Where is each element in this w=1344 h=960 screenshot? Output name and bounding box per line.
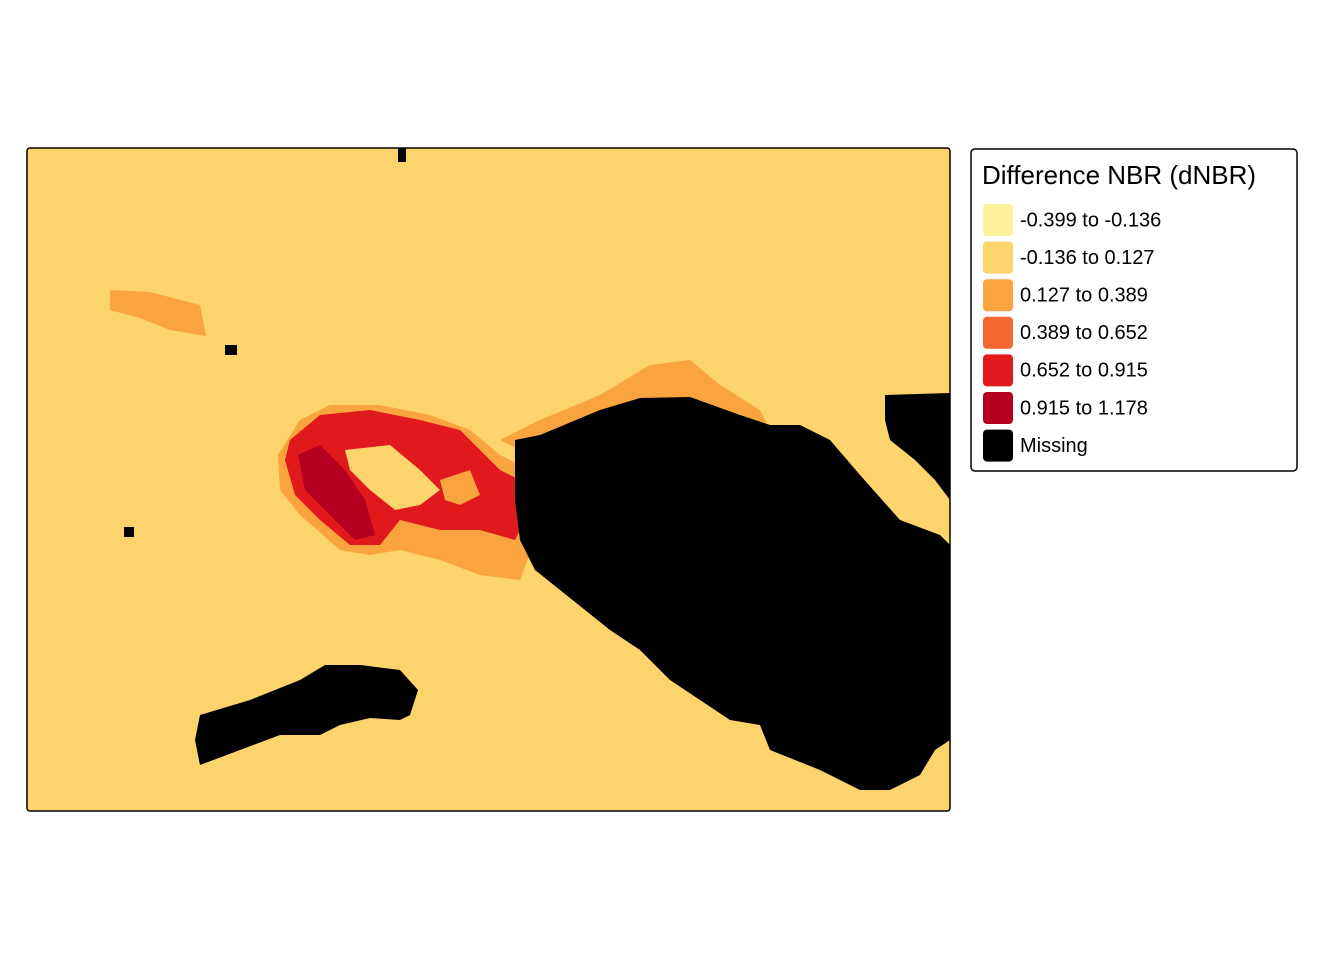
missing-pixel bbox=[398, 148, 406, 162]
legend-label: 0.652 to 0.915 bbox=[1020, 360, 1148, 382]
legend-swatch bbox=[983, 279, 1013, 312]
map bbox=[26, 147, 951, 812]
legend-title: Difference NBR (dNBR) bbox=[982, 160, 1256, 190]
missing-pixel bbox=[225, 345, 237, 355]
legend-swatch bbox=[983, 354, 1013, 387]
legend-swatch bbox=[983, 392, 1013, 424]
missing-area bbox=[885, 393, 950, 500]
burn-severe bbox=[298, 445, 375, 540]
missing-area bbox=[515, 397, 950, 790]
legend-swatch bbox=[983, 241, 1013, 274]
burn-interior bbox=[440, 470, 480, 505]
legend-label: 0.127 to 0.389 bbox=[1020, 284, 1148, 306]
map-frame bbox=[26, 147, 951, 812]
burn-interior bbox=[345, 445, 440, 510]
orange-patch bbox=[110, 290, 206, 336]
legend-swatch bbox=[983, 429, 1013, 462]
legend-label: -0.136 to 0.127 bbox=[1020, 247, 1155, 269]
legend-label: -0.399 to -0.136 bbox=[1020, 209, 1161, 231]
missing-area bbox=[195, 665, 418, 765]
legend-label: 0.915 to 1.178 bbox=[1020, 397, 1148, 419]
legend-label: 0.389 to 0.652 bbox=[1020, 322, 1148, 344]
legend-label: Missing bbox=[1020, 435, 1088, 457]
legend: Difference NBR (dNBR) -0.399 to -0.136 -0… bbox=[970, 148, 1298, 472]
legend-frame bbox=[970, 148, 1298, 472]
legend-swatch bbox=[983, 204, 1013, 236]
missing-pixel bbox=[124, 527, 134, 537]
legend-swatch bbox=[983, 316, 1013, 349]
